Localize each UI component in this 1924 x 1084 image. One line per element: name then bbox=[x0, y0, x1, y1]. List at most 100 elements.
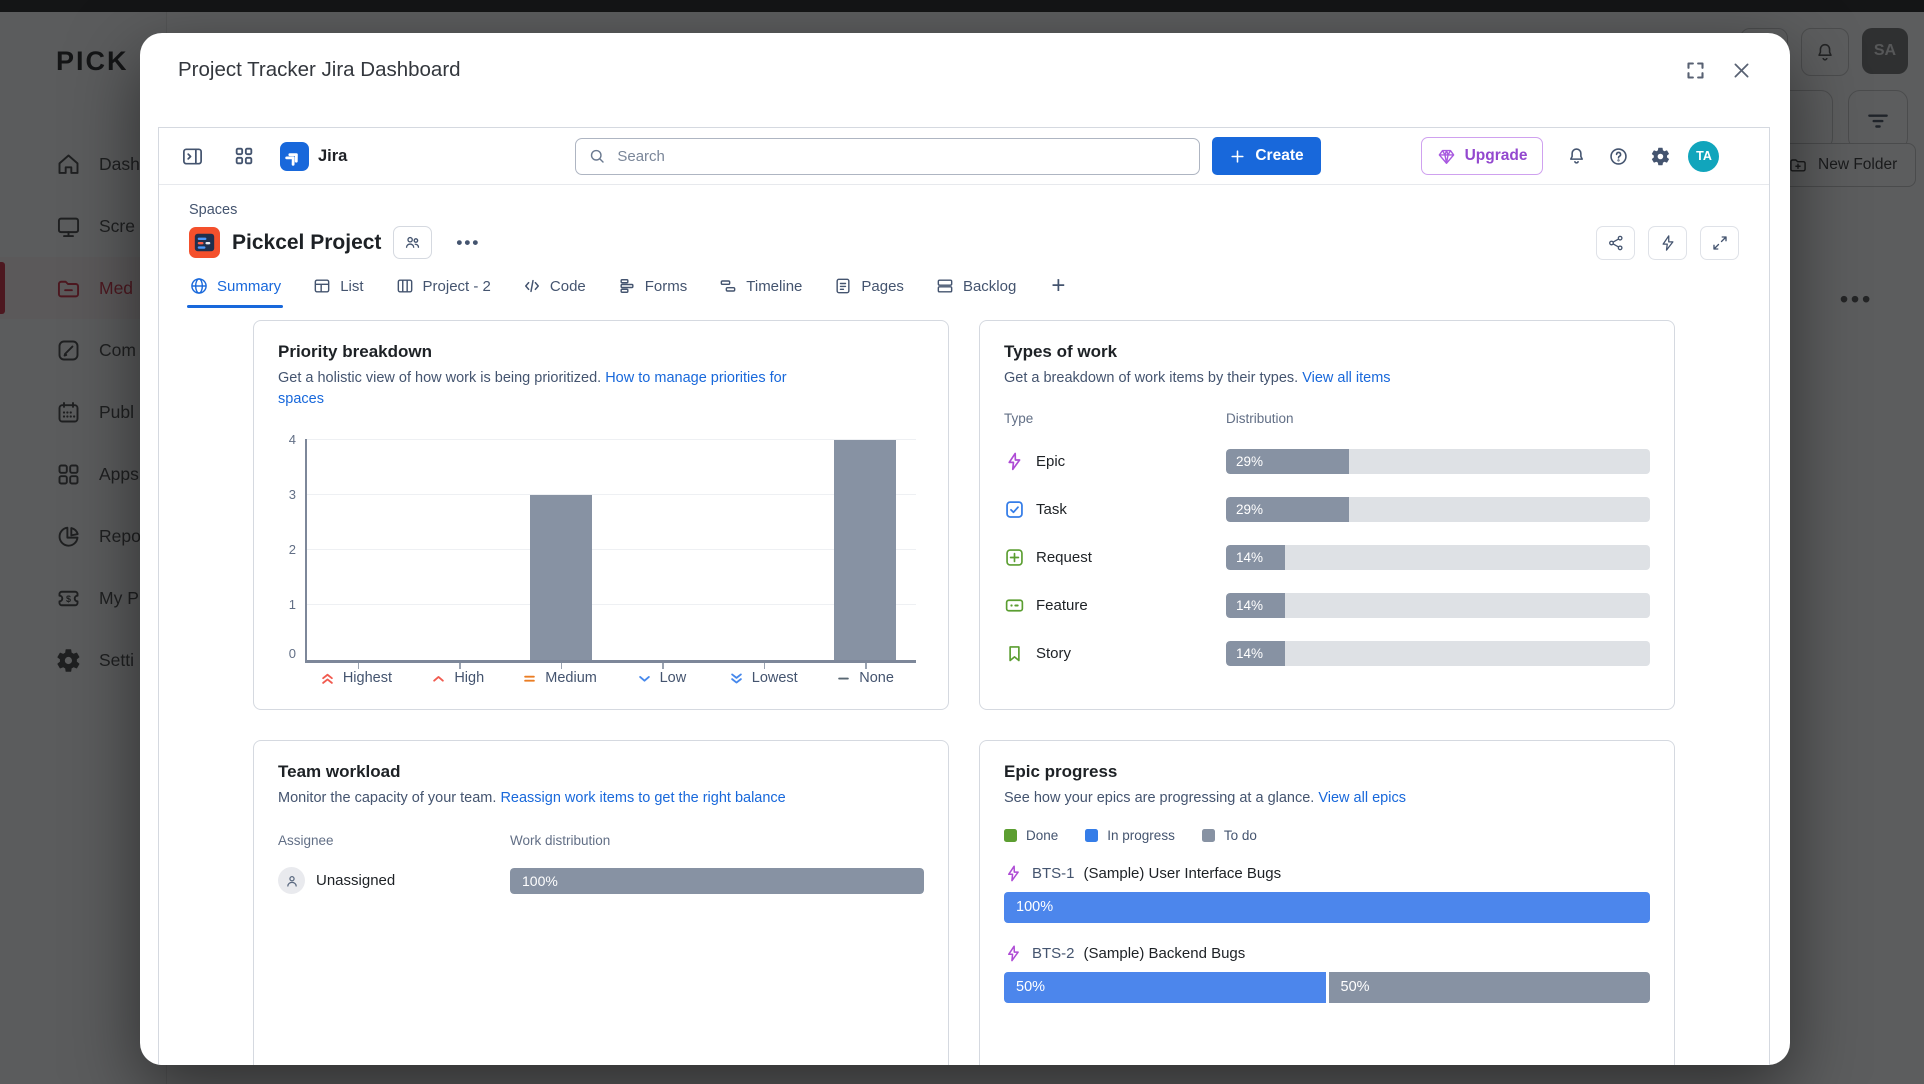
manage-priorities-link[interactable]: How to manage priorities for spaces bbox=[278, 370, 787, 408]
jira-dashboard-modal: Project Tracker Jira Dashboard Jira bbox=[140, 33, 1790, 1065]
pages-icon bbox=[836, 278, 850, 294]
column-distribution: Distribution bbox=[1226, 411, 1294, 427]
bar-none[interactable] bbox=[834, 440, 897, 661]
jira-user-avatar[interactable]: TA bbox=[1688, 140, 1720, 172]
tab-forms[interactable]: Forms bbox=[617, 276, 688, 308]
card-description: See how your epics are progressing at a … bbox=[1004, 788, 1650, 809]
distribution-bar: 14% bbox=[1226, 545, 1650, 571]
table-row: Feature 14% bbox=[1004, 593, 1650, 619]
fullscreen-icon[interactable] bbox=[1685, 60, 1706, 81]
distribution-bar: 14% bbox=[1226, 593, 1650, 619]
description-text: See how your epics are progressing at a … bbox=[1004, 790, 1319, 806]
x-label-text: High bbox=[454, 670, 485, 687]
epic-icon bbox=[1007, 945, 1019, 962]
globe-icon bbox=[191, 278, 207, 294]
tab-summary[interactable]: Summary bbox=[186, 276, 284, 308]
type-label[interactable]: Epic bbox=[1036, 453, 1066, 471]
search-input[interactable] bbox=[615, 146, 1188, 166]
reassign-work-link[interactable]: Reassign work items to get the right bal… bbox=[500, 790, 786, 806]
epic-key[interactable]: BTS-1 bbox=[1032, 865, 1075, 883]
project-more-button[interactable]: ••• bbox=[450, 232, 486, 254]
share-button[interactable] bbox=[1596, 225, 1635, 260]
search-icon bbox=[591, 149, 605, 163]
x-label-text: Highest bbox=[342, 670, 392, 687]
x-label-none: None bbox=[814, 670, 916, 686]
settings-gear-icon[interactable] bbox=[1650, 146, 1671, 167]
types-of-work-card: Types of work Get a breakdown of work it… bbox=[979, 320, 1675, 710]
tab-project-2[interactable]: Project - 2 bbox=[395, 276, 491, 308]
type-label[interactable]: Request bbox=[1036, 549, 1092, 567]
upgrade-button[interactable]: Upgrade bbox=[1420, 137, 1544, 175]
tab-backlog[interactable]: Backlog bbox=[935, 276, 1016, 308]
automation-button[interactable] bbox=[1648, 225, 1687, 260]
tab-pages[interactable]: Pages bbox=[833, 276, 904, 308]
modal-title: Project Tracker Jira Dashboard bbox=[178, 58, 461, 81]
y-tick-label: 2 bbox=[288, 542, 296, 558]
epic-key[interactable]: BTS-2 bbox=[1032, 945, 1075, 963]
distribution-bar: 14% bbox=[1226, 641, 1650, 667]
tab-label: Backlog bbox=[962, 277, 1017, 295]
card-description: Get a holistic view of how work is being… bbox=[278, 368, 826, 410]
priority-lowest-icon bbox=[730, 673, 742, 684]
expand-button[interactable] bbox=[1700, 225, 1739, 260]
breadcrumb[interactable]: Spaces bbox=[189, 202, 238, 218]
x-label-text: None bbox=[859, 670, 894, 687]
epic-name[interactable]: (Sample) Backend Bugs bbox=[1083, 945, 1246, 963]
unassigned-avatar bbox=[278, 867, 305, 895]
close-icon[interactable] bbox=[1731, 60, 1752, 81]
sidebar-toggle-button[interactable] bbox=[181, 145, 204, 168]
code-icon bbox=[524, 279, 539, 293]
help-circle-icon[interactable] bbox=[1608, 146, 1629, 167]
x-label-text: Lowest bbox=[751, 670, 798, 687]
tab-code[interactable]: Code bbox=[522, 276, 586, 308]
task-icon bbox=[1006, 501, 1023, 518]
sidebar-toggle-icon bbox=[183, 147, 202, 165]
assignee-label[interactable]: Unassigned bbox=[316, 872, 396, 890]
view-all-items-link[interactable]: View all items bbox=[1302, 370, 1391, 386]
bar-medium[interactable] bbox=[529, 495, 592, 661]
person-icon bbox=[286, 875, 297, 887]
add-tab-button[interactable]: + bbox=[1047, 274, 1069, 298]
table-row: Task 29% bbox=[1004, 497, 1650, 523]
card-description: Get a breakdown of work items by their t… bbox=[1004, 368, 1650, 389]
board-columns-icon bbox=[397, 279, 412, 293]
modal-header: Project Tracker Jira Dashboard bbox=[140, 33, 1790, 82]
epic-name[interactable]: (Sample) User Interface Bugs bbox=[1083, 865, 1282, 883]
table-row: Request 14% bbox=[1004, 545, 1650, 571]
legend-label: Done bbox=[1026, 828, 1059, 844]
priority-none-icon bbox=[838, 677, 850, 679]
progress-segment: 100% bbox=[1004, 892, 1650, 924]
x-label-lowest: Lowest bbox=[712, 670, 814, 686]
type-label[interactable]: Feature bbox=[1036, 597, 1088, 615]
tab-timeline[interactable]: Timeline bbox=[718, 276, 802, 308]
priority-breakdown-card: Priority breakdown Get a holistic view o… bbox=[253, 320, 949, 710]
type-label[interactable]: Story bbox=[1036, 645, 1072, 663]
app-switcher-button[interactable] bbox=[233, 145, 255, 167]
legend-label: In progress bbox=[1107, 828, 1175, 844]
distribution-fill: 29% bbox=[1226, 497, 1349, 523]
types-table-header: Type Distribution bbox=[1004, 411, 1650, 426]
jira-logo bbox=[280, 141, 309, 171]
create-button[interactable]: Create bbox=[1212, 137, 1321, 175]
epic-row: BTS-2 (Sample) Backend Bugs 50% 50% bbox=[1004, 944, 1650, 1004]
notifications-bell-icon[interactable] bbox=[1566, 146, 1587, 167]
type-label[interactable]: Task bbox=[1036, 501, 1067, 519]
description-text: Get a holistic view of how work is being… bbox=[278, 370, 606, 386]
view-all-epics-link[interactable]: View all epics bbox=[1318, 790, 1406, 806]
tab-list[interactable]: List bbox=[312, 276, 364, 308]
progress-segment: 50% bbox=[1328, 972, 1650, 1004]
priority-chart: 4 3 2 1 0 bbox=[278, 432, 924, 686]
x-label-highest: Highest bbox=[305, 670, 407, 686]
chart-x-labels: Highest High Medium bbox=[305, 670, 916, 686]
upgrade-label: Upgrade bbox=[1464, 147, 1528, 164]
team-workload-card: Team workload Monitor the capacity of yo… bbox=[253, 740, 949, 1065]
y-tick-label: 1 bbox=[288, 597, 296, 613]
expand-icon bbox=[1712, 235, 1727, 250]
legend-item-to-do: To do bbox=[1201, 828, 1257, 843]
column-type: Type bbox=[1004, 411, 1034, 427]
members-button[interactable] bbox=[393, 226, 433, 259]
jira-embed: Jira Create Upgrade bbox=[158, 127, 1770, 1065]
search-box[interactable] bbox=[575, 137, 1201, 175]
tab-label: Forms bbox=[644, 277, 688, 295]
